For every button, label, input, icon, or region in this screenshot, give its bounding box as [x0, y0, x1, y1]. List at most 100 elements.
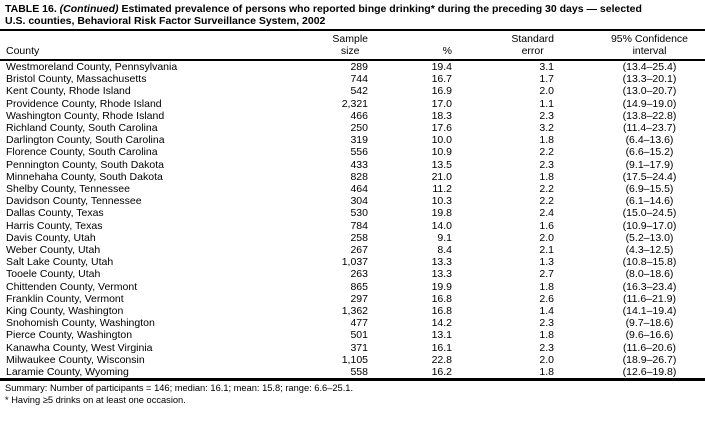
standard-error-cell: 1.4	[539, 305, 554, 318]
table-row: Davis County, Utah 258 9.1 2.0 (5.2–13.0)	[0, 232, 705, 244]
table-row: Harris County, Texas 784 14.0 1.6 (10.9–17.0…	[0, 220, 705, 232]
column-header-se-line1: Standard	[511, 33, 554, 45]
sample-size-cell: 542	[350, 85, 368, 98]
confidence-interval-cell: (6.4–13.6)	[625, 134, 674, 147]
table-row: Kent County, Rhode Island 542 16.9 2.0 (13.0…	[0, 85, 705, 97]
table-row: Minnehaha County, South Dakota 828 21.0 1.8…	[0, 171, 705, 183]
confidence-interval-cell: (13.3–20.1)	[622, 73, 677, 86]
standard-error-cell: 1.8	[539, 134, 554, 147]
percent-cell: 16.1	[431, 341, 452, 354]
sample-size-cell: 1,037	[341, 256, 368, 269]
county-cell: Davis County, Utah	[6, 231, 96, 244]
continued-label: (Continued)	[59, 3, 119, 15]
confidence-interval-cell: (6.6–15.2)	[625, 146, 674, 159]
confidence-interval-cell: (9.6–16.6)	[625, 329, 674, 342]
standard-error-cell: 1.8	[539, 280, 554, 293]
sample-size-cell: 828	[350, 170, 368, 183]
percent-cell: 10.0	[431, 134, 452, 147]
sample-size-cell: 744	[350, 73, 368, 86]
percent-cell: 13.3	[431, 268, 452, 281]
confidence-interval-cell: (14.9–19.0)	[622, 97, 677, 110]
percent-cell: 19.4	[431, 61, 452, 73]
sample-size-cell: 530	[350, 207, 368, 220]
sample-size-cell: 1,105	[341, 353, 368, 366]
percent-cell: 11.2	[432, 183, 452, 196]
standard-error-cell: 2.3	[539, 317, 554, 330]
county-cell: Washington County, Rhode Island	[6, 109, 165, 122]
table-row: Franklin County, Vermont 297 16.8 2.6 (11.6–…	[0, 293, 705, 305]
confidence-interval-cell: (15.0–24.5)	[622, 207, 677, 220]
county-cell: Snohomish County, Washington	[6, 317, 155, 330]
sample-size-cell: 258	[350, 231, 368, 244]
county-cell: Milwaukee County, Wisconsin	[6, 353, 145, 366]
table-title-line-1: TABLE 16. (Continued) Estimated prevalen…	[5, 3, 703, 16]
standard-error-cell: 2.0	[539, 85, 554, 98]
county-cell: Pennington County, South Dakota	[6, 158, 164, 171]
percent-cell: 10.9	[431, 146, 452, 159]
confidence-interval-cell: (13.0–20.7)	[622, 85, 677, 98]
standard-error-cell: 1.8	[539, 366, 554, 379]
percent-cell: 16.2	[431, 366, 452, 379]
sample-size-cell: 466	[350, 109, 368, 122]
table-row: Pennington County, South Dakota 433 13.5 2.…	[0, 159, 705, 171]
county-cell: Florence County, South Carolina	[6, 146, 158, 159]
county-cell: Tooele County, Utah	[6, 268, 101, 281]
column-header-sample-size: Sample size	[300, 31, 368, 61]
standard-error-cell: 2.4	[539, 207, 554, 220]
standard-error-cell: 1.7	[539, 73, 554, 86]
table-row: Washington County, Rhode Island 466 18.3 2.…	[0, 110, 705, 122]
confidence-interval-cell: (11.4–23.7)	[623, 122, 676, 135]
confidence-interval-cell: (12.6–19.8)	[622, 366, 677, 379]
confidence-interval-cell: (13.4–25.4)	[622, 61, 677, 73]
confidence-interval-cell: (13.8–22.8)	[622, 109, 677, 122]
sample-size-cell: 556	[350, 146, 368, 159]
county-cell: Kanawha County, West Virginia	[6, 341, 153, 354]
confidence-interval-cell: (11.6–21.9)	[623, 292, 676, 305]
standard-error-cell: 2.1	[539, 244, 554, 257]
table-title-text: Estimated prevalence of persons who repo…	[118, 3, 642, 15]
standard-error-cell: 3.1	[539, 61, 554, 73]
percent-cell: 19.8	[431, 207, 452, 220]
standard-error-cell: 1.3	[539, 256, 554, 269]
table-row: Pierce County, Washington 501 13.1 1.8 (9.6–…	[0, 329, 705, 341]
column-header-percent: %	[368, 31, 452, 61]
sample-size-cell: 464	[350, 183, 368, 196]
standard-error-cell: 2.6	[539, 292, 554, 305]
binge-drinking-prevalence-table: County Sample size % Standard error 95% Co…	[0, 31, 705, 378]
standard-error-cell: 2.3	[539, 341, 554, 354]
percent-cell: 21.0	[431, 170, 452, 183]
sample-size-cell: 371	[350, 341, 368, 354]
table-row: Laramie County, Wyoming 558 16.2 1.8 (12.6–1…	[0, 366, 705, 378]
confidence-interval-cell: (14.1–19.4)	[622, 305, 677, 318]
sample-size-cell: 501	[350, 329, 368, 342]
confidence-interval-cell: (10.9–17.0)	[622, 219, 677, 232]
sample-size-cell: 319	[350, 134, 368, 147]
percent-cell: 16.7	[431, 73, 452, 86]
column-header-sample-line2: size	[340, 44, 360, 57]
sample-size-cell: 865	[350, 280, 368, 293]
standard-error-cell: 2.2	[539, 146, 554, 159]
percent-cell: 16.8	[431, 292, 452, 305]
sample-size-cell: 289	[350, 61, 368, 73]
standard-error-cell: 1.8	[539, 329, 554, 342]
county-cell: Bristol County, Massachusetts	[6, 73, 147, 86]
table-body: Westmoreland County, Pennsylvania 289 19.4…	[0, 60, 705, 378]
summary-line: Summary: Number of participants = 146; m…	[5, 383, 354, 394]
sample-size-cell: 1,362	[341, 305, 368, 318]
county-cell: Providence County, Rhode Island	[6, 97, 162, 110]
county-cell: Weber County, Utah	[6, 244, 101, 257]
sample-size-cell: 558	[350, 366, 368, 379]
county-cell: Shelby County, Tennessee	[6, 183, 130, 196]
sample-size-cell: 267	[350, 244, 368, 257]
county-cell: Davidson County, Tennessee	[6, 195, 142, 208]
confidence-interval-cell: (10.8–15.8)	[622, 256, 677, 269]
table-header: County Sample size % Standard error 95% Co…	[0, 31, 705, 61]
sample-size-cell: 304	[350, 195, 368, 208]
confidence-interval-cell: (8.0–18.6)	[625, 268, 674, 281]
standard-error-cell: 1.6	[539, 219, 554, 232]
percent-cell: 13.3	[431, 256, 452, 269]
county-cell: Darlington County, South Carolina	[6, 134, 165, 147]
confidence-interval-cell: (17.5–24.4)	[622, 170, 677, 183]
table-row: Davidson County, Tennessee 304 10.3 2.2 (6.1…	[0, 195, 705, 207]
standard-error-cell: 2.3	[539, 158, 554, 171]
